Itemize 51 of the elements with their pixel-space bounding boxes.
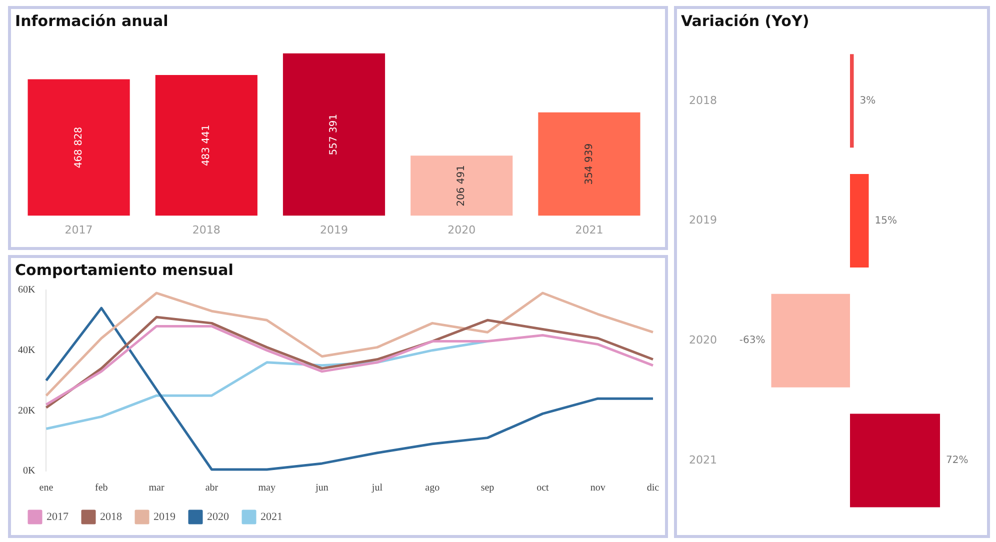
x-tick-label: dic xyxy=(646,482,660,494)
legend-label: 2017 xyxy=(46,510,69,523)
x-tick-label: 2018 xyxy=(192,223,220,236)
x-tick-label: ene xyxy=(39,482,54,494)
data-label: 72% xyxy=(946,455,968,466)
bar xyxy=(850,174,869,268)
data-label: 3% xyxy=(860,96,876,107)
chart-title: Información anual xyxy=(15,12,168,30)
bar xyxy=(771,294,850,388)
bar xyxy=(155,74,258,216)
bar xyxy=(538,112,640,216)
bar xyxy=(850,54,854,148)
bar xyxy=(850,414,940,508)
x-tick-label: 2021 xyxy=(575,223,604,236)
chart-title: Variación (YoY) xyxy=(681,12,810,30)
data-label: 354 939 xyxy=(584,143,595,185)
data-label: 15% xyxy=(874,215,897,226)
x-tick-label: mar xyxy=(148,482,165,494)
y-tick-label: 20K xyxy=(18,405,36,416)
bar xyxy=(410,156,513,216)
y-tick-label: 2021 xyxy=(688,453,717,466)
x-tick-label: sep xyxy=(480,482,494,494)
legend-label: 2019 xyxy=(154,510,176,523)
data-label: 206 491 xyxy=(456,165,468,206)
x-tick-label: may xyxy=(258,482,276,494)
y-tick-label: 60K xyxy=(18,284,36,296)
data-label: 483 441 xyxy=(200,124,212,166)
y-tick-label: 2018 xyxy=(688,94,717,107)
bar xyxy=(282,53,386,216)
bar xyxy=(28,79,130,216)
x-tick-label: jun xyxy=(314,482,328,494)
x-tick-label: 2019 xyxy=(320,223,348,236)
x-tick-label: nov xyxy=(590,482,606,494)
data-label: -63% xyxy=(739,335,766,346)
legend-label: 2018 xyxy=(100,510,122,523)
legend-label: 2020 xyxy=(207,510,230,523)
x-tick-label: 2020 xyxy=(448,223,476,236)
x-tick-label: 2017 xyxy=(64,223,93,236)
x-tick-label: oct xyxy=(536,482,550,494)
chart-title: Comportamiento mensual xyxy=(15,260,234,279)
x-tick-label: abr xyxy=(205,482,219,494)
x-tick-label: feb xyxy=(94,482,108,494)
y-tick-label: 2020 xyxy=(688,333,717,346)
y-tick-label: 40K xyxy=(18,344,36,356)
y-tick-label: 0K xyxy=(22,466,36,477)
x-tick-label: jul xyxy=(370,482,383,494)
y-tick-label: 2019 xyxy=(688,214,717,227)
x-tick-label: ago xyxy=(425,482,440,494)
data-label: 468 828 xyxy=(73,126,84,168)
data-label: 557 391 xyxy=(328,114,340,156)
legend-label: 2021 xyxy=(260,510,282,523)
